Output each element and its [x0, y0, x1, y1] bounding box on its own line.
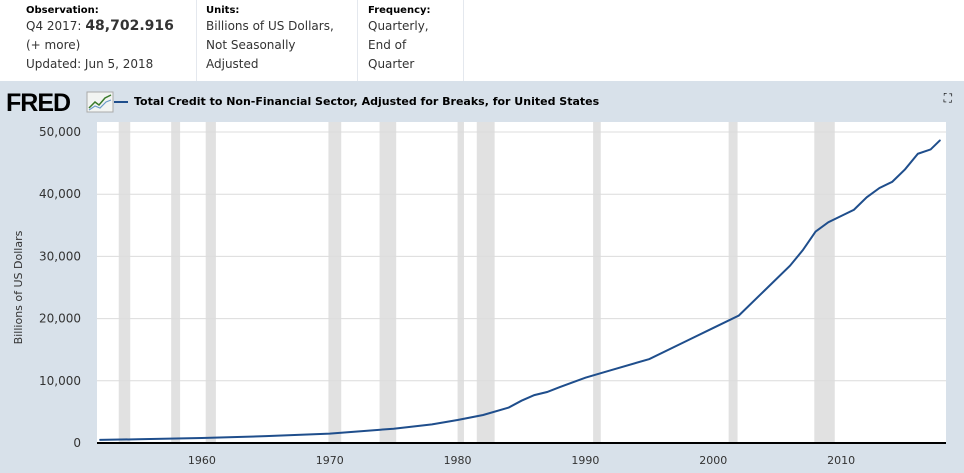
data-point [712, 327, 714, 329]
data-point [891, 181, 893, 183]
x-tick-label: 2010 [827, 454, 855, 467]
data-point [648, 358, 650, 360]
data-point [802, 249, 804, 251]
y-tick-label: 30,000 [39, 249, 81, 263]
data-point [866, 196, 868, 198]
plot-area [97, 122, 946, 443]
data-point [329, 433, 331, 435]
fred-logo[interactable]: FRED [6, 89, 71, 117]
data-point [584, 377, 586, 379]
data-point [431, 423, 433, 425]
units-line2: Not Seasonally Adjusted [206, 38, 296, 71]
data-point [827, 221, 829, 223]
y-tick-label: 0 [73, 436, 81, 450]
frequency-line1: Quarterly, [368, 19, 429, 33]
data-point [559, 386, 561, 388]
y-tick-label: 50,000 [39, 125, 81, 139]
observation-block: Observation: Q4 2017: 48,702.916 (+ more… [0, 0, 197, 81]
data-point [904, 168, 906, 170]
x-tick-label: 1990 [571, 454, 599, 467]
data-point [508, 407, 510, 409]
y-tick-label: 10,000 [39, 374, 81, 388]
data-point [546, 391, 548, 393]
units-line1: Billions of US Dollars, [206, 19, 334, 33]
data-point [930, 148, 932, 150]
data-point [201, 437, 203, 439]
fullscreen-icon[interactable]: ⛶ [943, 91, 952, 105]
observation-value: 48,702.916 [85, 18, 174, 34]
updated-date: Updated: Jun 5, 2018 [26, 57, 154, 71]
x-tick-label: 1980 [444, 454, 472, 467]
data-point [687, 339, 689, 341]
recession-band [728, 122, 738, 443]
recession-band [379, 122, 397, 443]
chart-logo-icon [86, 91, 114, 113]
data-point [917, 153, 919, 155]
recession-band [118, 122, 131, 443]
y-tick-label: 40,000 [39, 187, 81, 201]
recession-band [814, 122, 835, 443]
data-point [840, 215, 842, 217]
units-label: Units: [206, 5, 240, 16]
data-point [763, 290, 765, 292]
data-point [137, 438, 139, 440]
data-point [879, 187, 881, 189]
recession-band [205, 122, 216, 443]
observation-period: Q4 2017: [26, 19, 82, 33]
recession-band [457, 122, 464, 443]
data-point [457, 419, 459, 421]
data-point [939, 139, 941, 141]
data-point [738, 314, 740, 316]
data-point [789, 265, 791, 267]
series-line [99, 139, 941, 441]
data-point [393, 428, 395, 430]
legend-line-icon [114, 101, 128, 103]
y-tick-label: 20,000 [39, 312, 81, 326]
legend-series[interactable]: Total Credit to Non-Financial Sector, Ad… [114, 95, 599, 108]
data-point [610, 369, 612, 371]
y-axis-label: Billions of US Dollars [12, 230, 25, 344]
recession-band [476, 122, 495, 443]
recession-band [593, 122, 601, 443]
data-point [521, 400, 522, 402]
frequency-line2: End of Quarter [368, 38, 415, 71]
data-point [815, 231, 817, 233]
more-link[interactable]: (+ more) [26, 38, 81, 52]
data-point [482, 414, 484, 416]
recession-band [328, 122, 342, 443]
observation-label: Observation: [26, 5, 99, 16]
x-tick-label: 1970 [316, 454, 344, 467]
x-tick-label: 2000 [699, 454, 727, 467]
data-point [853, 209, 855, 211]
chart-title: Total Credit to Non-Financial Sector, Ad… [134, 95, 600, 108]
x-tick-label: 1960 [188, 454, 216, 467]
data-point [265, 435, 267, 437]
frequency-block: Frequency: Quarterly, End of Quarter [358, 0, 464, 81]
data-point [99, 439, 101, 441]
frequency-label: Frequency: [368, 5, 431, 16]
recession-band [171, 122, 181, 443]
data-point [533, 394, 535, 396]
units-block: Units: Billions of US Dollars, Not Seaso… [197, 0, 358, 81]
